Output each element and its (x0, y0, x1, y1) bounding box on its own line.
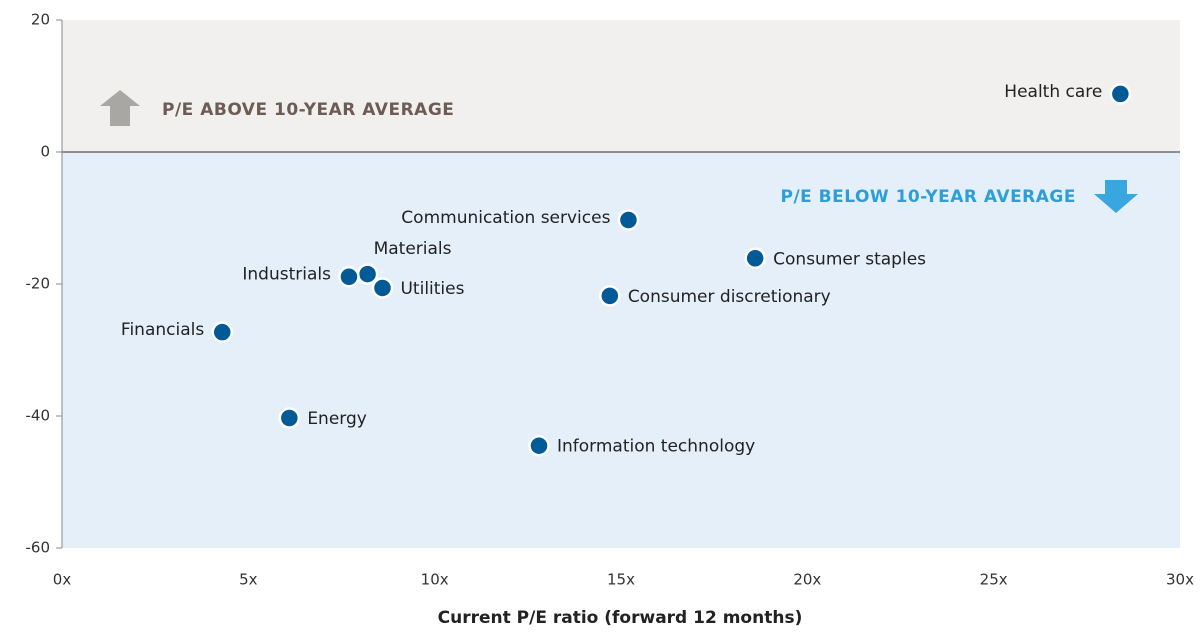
x-tick-label: 0x (53, 571, 72, 589)
point (211, 321, 233, 343)
point (599, 285, 621, 307)
annotation: P/E ABOVE 10-YEAR AVERAGE (162, 100, 454, 120)
point (1109, 83, 1132, 105)
point-label: Industrials (242, 265, 331, 285)
point (278, 407, 301, 429)
x-tick-label: 20x (793, 571, 821, 589)
x-tick-label: 15x (607, 571, 635, 589)
point (528, 434, 550, 457)
up-arrow (100, 90, 140, 126)
point (371, 277, 394, 299)
point-label: Consumer discretionary (628, 287, 831, 307)
x-tick-label: 30x (1166, 571, 1194, 589)
above-region (62, 20, 1180, 152)
x-tick-label: 25x (980, 571, 1008, 589)
point-label: Consumer staples (773, 249, 926, 269)
x-tick-label: 10x (421, 571, 449, 589)
point (356, 263, 379, 285)
down-arrow (1094, 180, 1138, 213)
y-tick-label: -60 (26, 539, 51, 557)
point-label: Utilities (400, 279, 464, 299)
point-label: Information technology (557, 437, 755, 457)
point-label: Materials (374, 239, 452, 259)
y-tick-label: -20 (26, 275, 51, 293)
y-tick-label: 0 (40, 143, 50, 161)
point (338, 265, 360, 288)
annotation: P/E BELOW 10-YEAR AVERAGE (780, 187, 1076, 207)
y-tick-label: 20 (31, 11, 50, 29)
point-label: Financials (121, 320, 204, 340)
x-axis-label: Current P/E ratio (forward 12 months) (438, 608, 803, 628)
point-label: Health care (1004, 82, 1102, 102)
below-region (62, 152, 1180, 548)
point-label: Energy (307, 409, 367, 429)
point-label: Communication services (401, 208, 610, 228)
x-tick-label: 5x (239, 571, 258, 589)
y-tick-label: -40 (26, 407, 51, 425)
point (744, 247, 766, 270)
point (617, 209, 640, 231)
